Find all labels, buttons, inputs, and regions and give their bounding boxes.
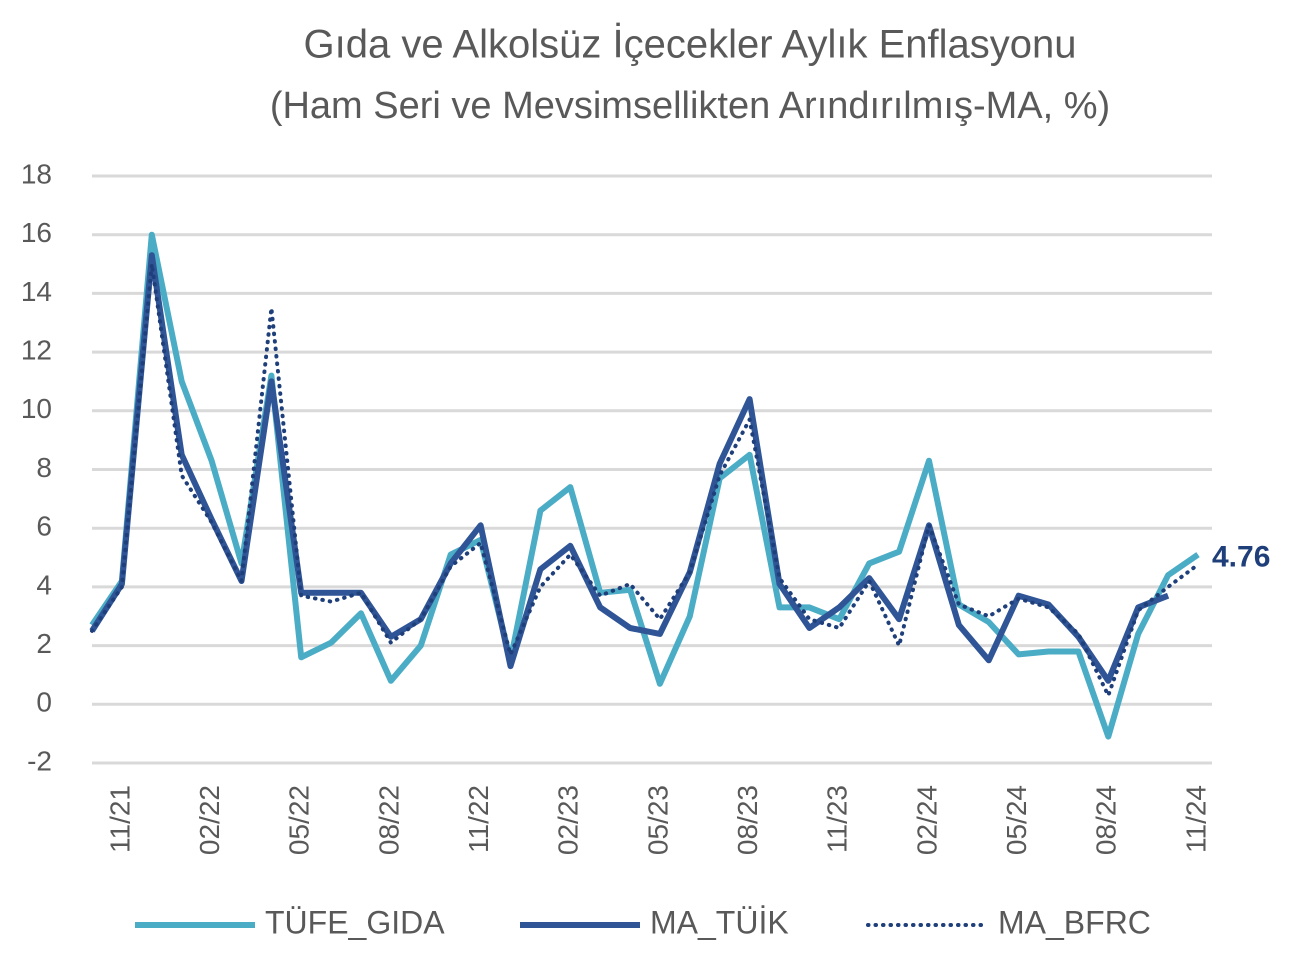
data-label: 4.76	[1212, 541, 1270, 574]
x-tick-label: 08/22	[373, 785, 404, 855]
x-tick-label: 11/24	[1180, 785, 1211, 853]
y-tick-label: 2	[36, 628, 52, 659]
y-tick-label: 4	[36, 569, 52, 600]
series-line	[89, 252, 1170, 684]
x-tick-label: 05/22	[284, 785, 315, 855]
y-tick-label: 8	[36, 452, 52, 483]
x-tick-label: 08/24	[1091, 785, 1122, 855]
y-tick-label: 14	[21, 276, 52, 307]
x-tick-label: 08/23	[732, 785, 763, 855]
y-tick-label: 6	[36, 511, 52, 542]
y-tick-label: 18	[21, 158, 52, 189]
x-tick-label: 11/21	[104, 785, 135, 853]
y-tick-label: 16	[21, 217, 52, 248]
x-tick-label: 05/23	[642, 785, 673, 855]
legend-label: TÜFE_GIDA	[265, 904, 445, 940]
x-tick-label: 05/24	[1001, 785, 1032, 855]
x-tick-label: 11/23	[822, 785, 853, 853]
y-tick-label: -2	[27, 745, 52, 776]
y-tick-label: 0	[36, 687, 52, 718]
y-tick-label: 12	[21, 334, 52, 365]
series-line	[90, 262, 1200, 698]
x-tick-label: 11/22	[463, 785, 494, 853]
legend-label: MA_TÜİK	[650, 904, 789, 940]
x-tick-label: 02/22	[194, 785, 225, 855]
x-tick-label: 02/24	[911, 785, 942, 855]
y-tick-label: 10	[21, 393, 52, 424]
chart-subtitle: (Ham Seri ve Mevsimsellikten Arındırılmı…	[270, 85, 1110, 127]
chart-title: Gıda ve Alkolsüz İçecekler Aylık Enflasy…	[304, 22, 1077, 67]
x-tick-label: 02/23	[553, 785, 584, 855]
legend-label: MA_BFRC	[998, 904, 1151, 940]
